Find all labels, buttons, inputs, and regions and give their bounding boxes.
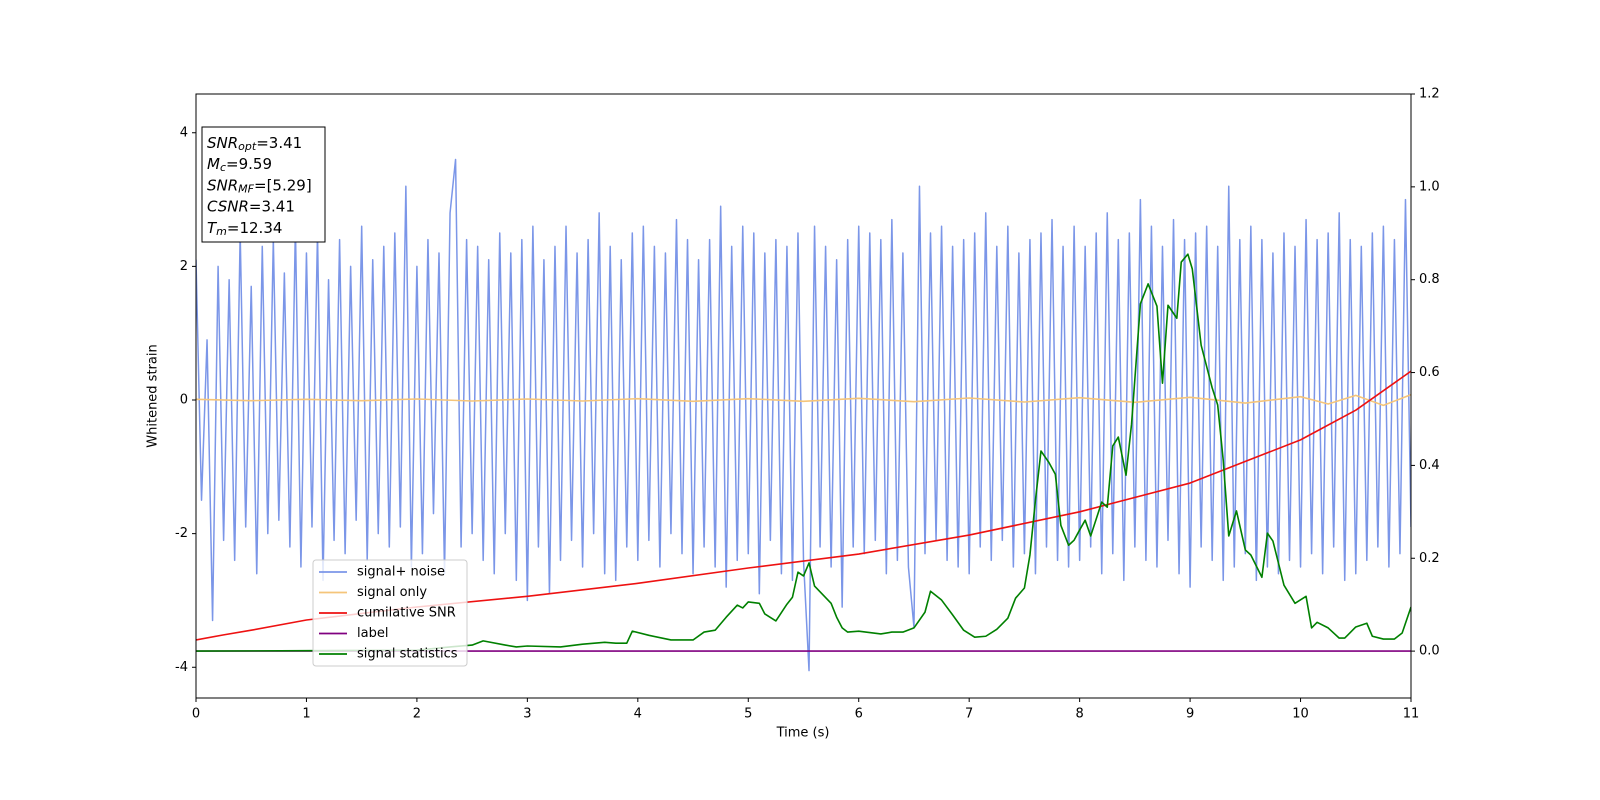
- annotation-subscript: MF: [238, 182, 254, 195]
- y2-tick-label: 0.6: [1419, 365, 1440, 380]
- x-axis-label: Time (s): [776, 726, 830, 741]
- annotation-value: =12.34: [227, 218, 283, 236]
- legend-label: cumilative SNR: [357, 606, 456, 621]
- legend-label: signal statistics: [357, 647, 458, 662]
- series-line: [196, 370, 1411, 641]
- x-tick-label: 6: [855, 707, 863, 722]
- legend: signal+ noise signal only cumilative SNR la…: [312, 559, 468, 667]
- legend-label: signal only: [357, 585, 427, 600]
- x-tick-label: 0: [192, 707, 200, 722]
- y-tick-label: -4: [175, 660, 188, 675]
- annotation-line: CSNR=3.41: [207, 197, 295, 215]
- y-tick-label: 2: [180, 259, 188, 274]
- y-tick-label: 4: [180, 125, 188, 140]
- x-tick-label: 8: [1075, 707, 1083, 722]
- legend-frame: [312, 559, 468, 667]
- y2-tick-label: 1.0: [1419, 179, 1440, 194]
- annotation-symbol: SNR: [207, 176, 238, 194]
- y2-tick-label: 0.8: [1419, 272, 1440, 287]
- annotation-line: Mc=9.59: [207, 155, 272, 175]
- x-tick-label: 9: [1186, 707, 1194, 722]
- x-tick-label: 5: [744, 707, 752, 722]
- x-tick-label: 11: [1403, 707, 1420, 722]
- series-line: [196, 393, 1411, 407]
- legend-label: label: [357, 626, 388, 641]
- y2-tick-label: 0.2: [1419, 551, 1440, 566]
- annotation-line: SNRopt=3.41: [207, 134, 302, 154]
- annotation-box: SNRopt=3.41Mc=9.59SNRMF=[5.29]CSNR=3.41T…: [201, 126, 326, 243]
- y-tick-label: 0: [180, 393, 188, 408]
- x-tick-label: 7: [965, 707, 973, 722]
- annotation-symbol: CSNR: [207, 197, 249, 215]
- annotation-line: SNRMF=[5.29]: [207, 176, 312, 196]
- annotation-line: Tm=12.34: [207, 218, 282, 238]
- x-tick-label: 4: [634, 707, 642, 722]
- annotation-value: =9.59: [226, 155, 272, 173]
- annotation-symbol: SNR: [207, 134, 238, 152]
- x-tick-label: 2: [413, 707, 421, 722]
- annotation-symbol: M: [207, 155, 220, 173]
- x-tick-label: 1: [302, 707, 310, 722]
- y2-tick-label: 1.2: [1419, 87, 1440, 102]
- axes-frame: [195, 93, 1412, 699]
- x-tick-label: 3: [523, 707, 531, 722]
- annotation-subscript: c: [220, 161, 226, 174]
- annotation-value: =[5.29]: [254, 176, 312, 194]
- annotation-symbol: T: [207, 218, 218, 236]
- legend-label: signal+ noise: [357, 565, 445, 580]
- y-tick-label: -2: [175, 526, 188, 541]
- annotation-value: =3.41: [249, 197, 295, 215]
- y2-tick-label: 0.0: [1419, 644, 1440, 659]
- annotation-value: =3.41: [256, 134, 302, 152]
- annotation-subscript: m: [216, 225, 227, 238]
- y-axis-label: Whitened strain: [146, 344, 161, 447]
- annotation-frame: [201, 126, 326, 243]
- y2-tick-label: 0.4: [1419, 458, 1440, 473]
- x-tick-label: 10: [1292, 707, 1309, 722]
- annotation-subscript: opt: [238, 140, 257, 153]
- series-line: [196, 253, 1411, 652]
